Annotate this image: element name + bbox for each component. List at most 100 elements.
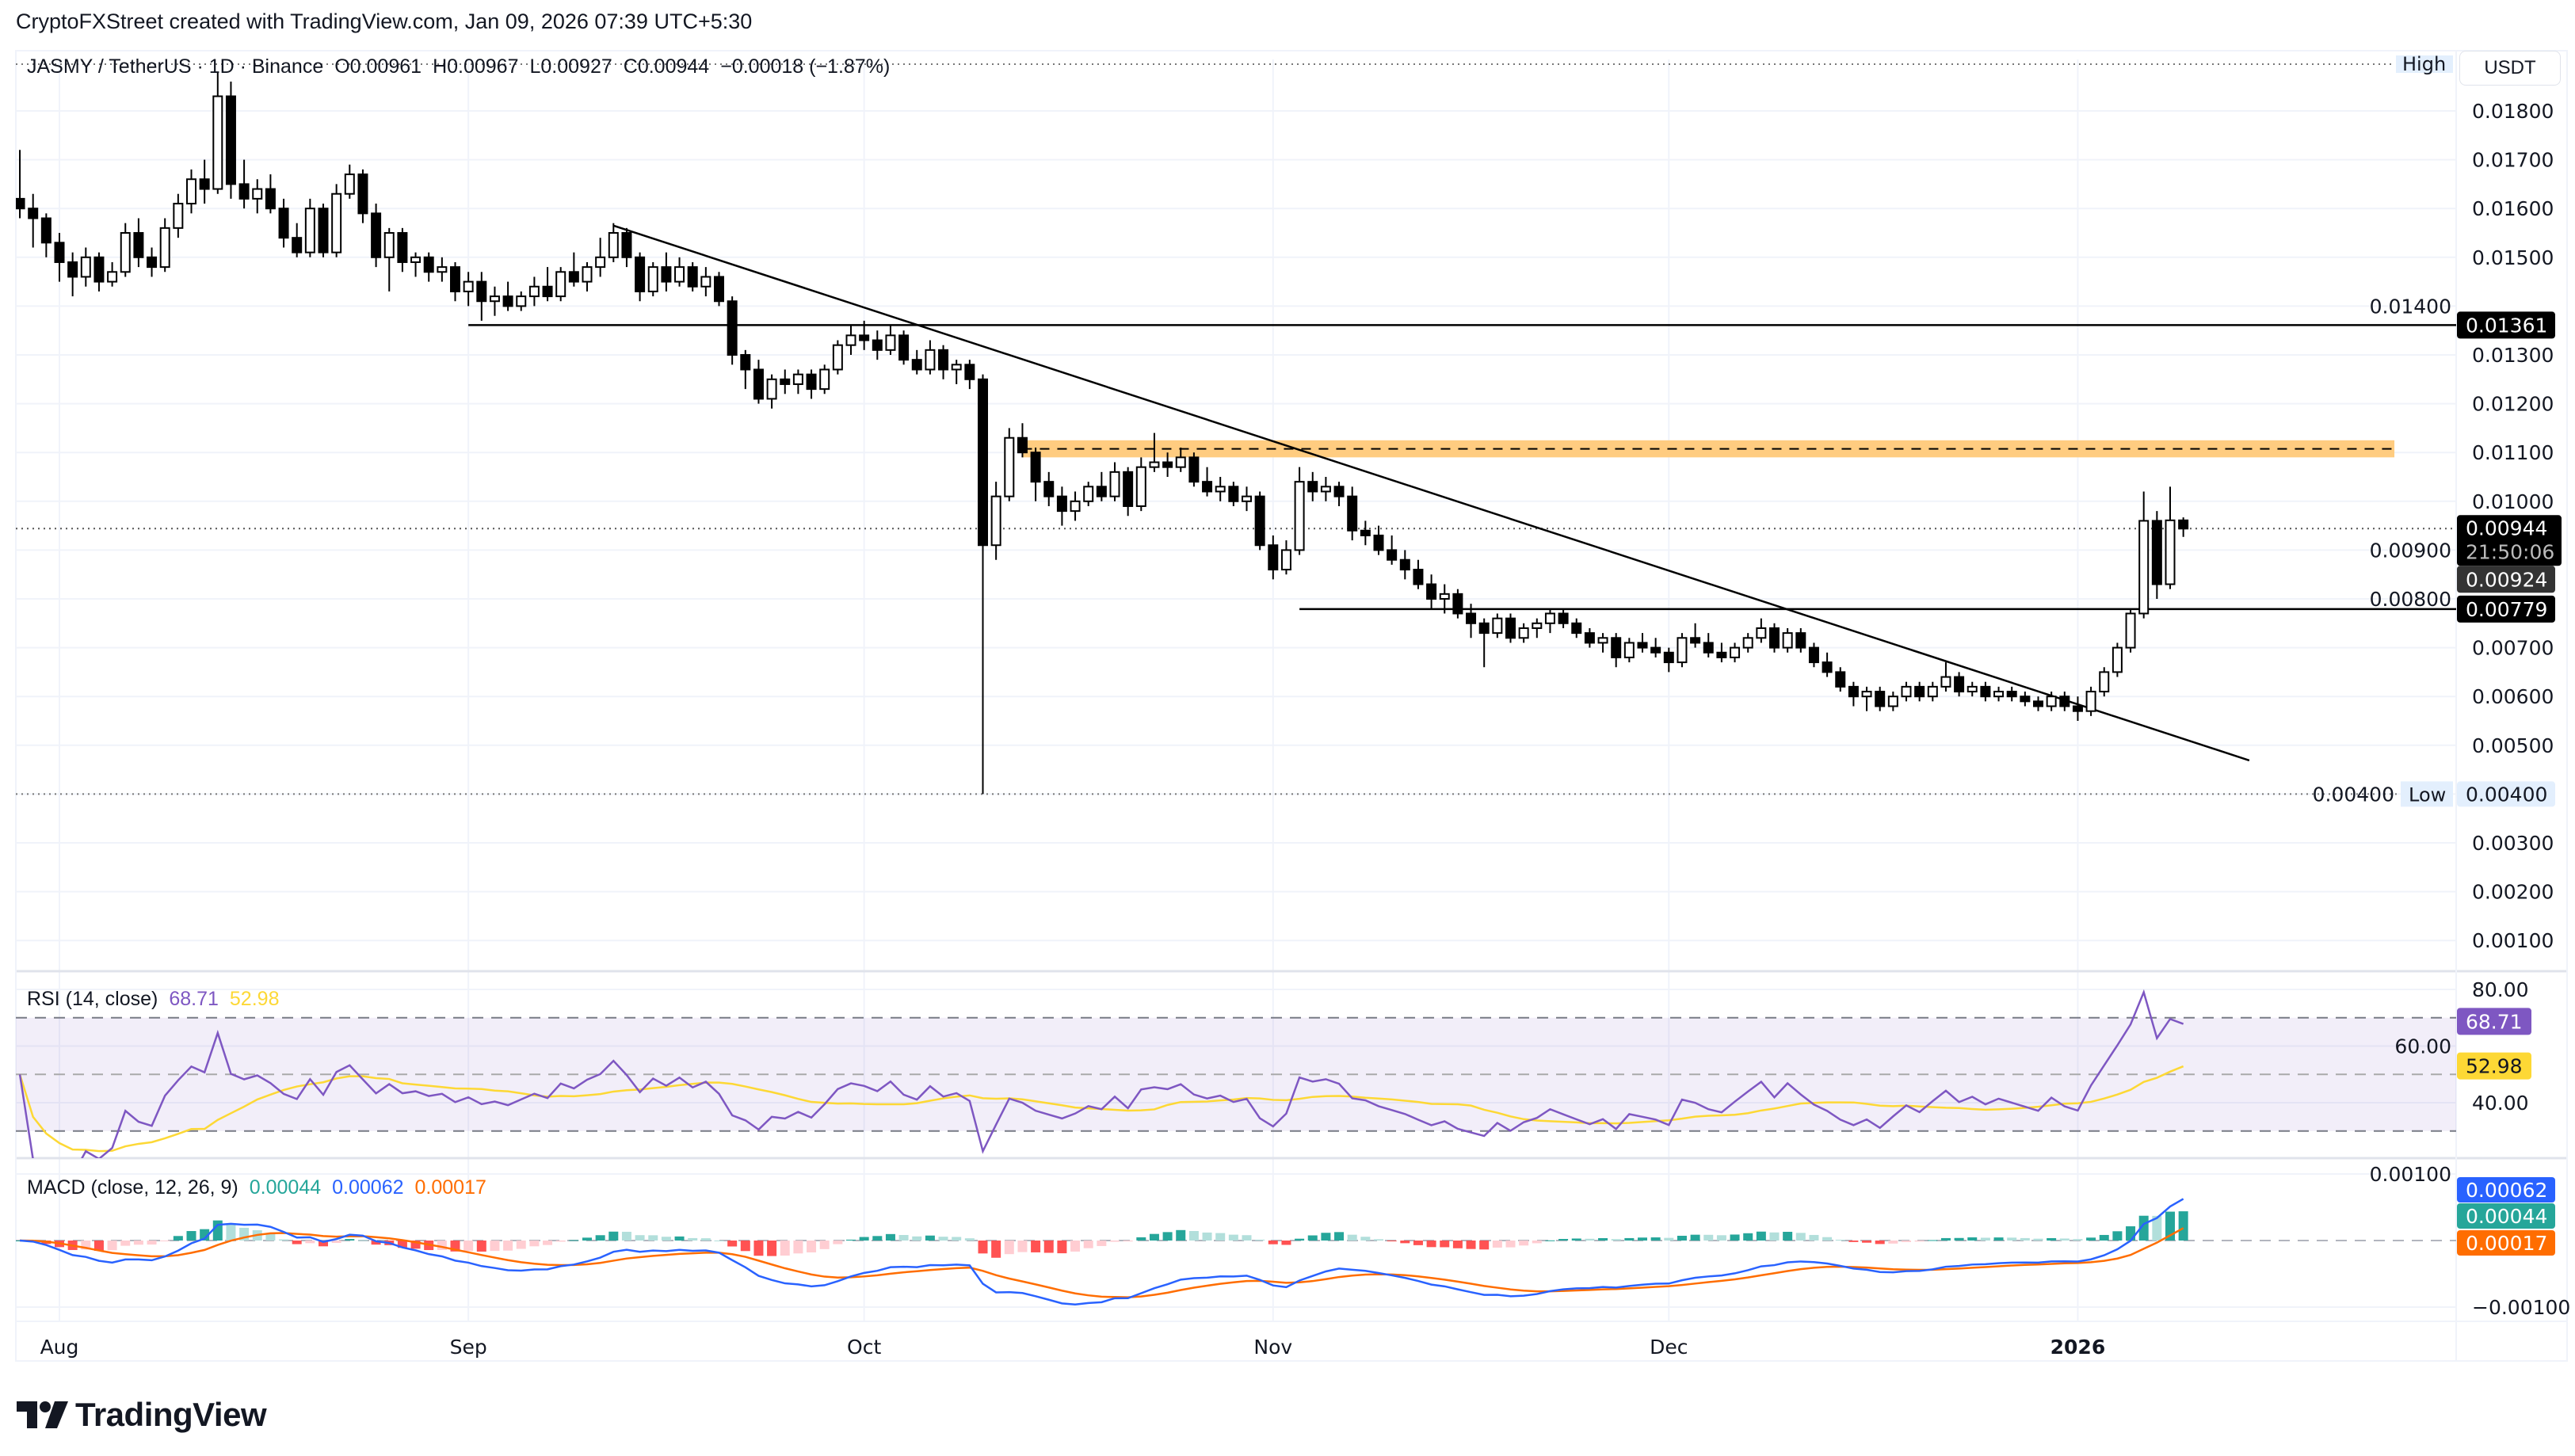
- macd-histogram-bar: [305, 1241, 315, 1244]
- macd-histogram-badge: 0.00044: [2457, 1203, 2555, 1229]
- candle-body: [397, 232, 408, 263]
- bearish-candle: [1413, 559, 1424, 589]
- bullish-candle: [2099, 667, 2110, 697]
- candle-body: [1663, 651, 1674, 664]
- macd-line-badge-background: [2457, 1177, 2555, 1203]
- macd-histogram-bar: [807, 1241, 817, 1252]
- candle-body: [1254, 495, 1265, 547]
- price-tick-label: 0.01600: [2472, 197, 2554, 220]
- macd-histogram-bar: [1703, 1234, 1714, 1241]
- bearish-candle: [278, 198, 289, 248]
- bullish-candle: [845, 326, 856, 355]
- bearish-candle: [1808, 642, 1819, 668]
- candle-body: [278, 208, 289, 239]
- macd-histogram-bar: [2073, 1239, 2083, 1241]
- candle-body: [1677, 637, 1688, 664]
- bearish-candle: [40, 213, 52, 257]
- macd-histogram-bar: [1611, 1239, 1621, 1241]
- macd-legend: MACD (close, 12, 26, 9) 0.00044 0.00062 …: [27, 1176, 486, 1199]
- macd-histogram-bar: [1070, 1241, 1081, 1252]
- rsi-label[interactable]: RSI (14, close): [27, 988, 158, 1010]
- bearish-candle: [806, 369, 817, 399]
- candle-body: [1848, 685, 1859, 698]
- bullish-candle: [595, 238, 606, 277]
- macd-histogram-bar: [1664, 1237, 1674, 1241]
- macd-histogram-bar: [780, 1241, 790, 1256]
- bearish-candle: [423, 252, 434, 282]
- bearish-candle: [1584, 627, 1595, 648]
- bearish-candle: [1795, 627, 1806, 653]
- candle-body: [1875, 691, 1886, 707]
- macd-label[interactable]: MACD (close, 12, 26, 9): [27, 1176, 238, 1199]
- candle-body: [2046, 696, 2057, 707]
- bearish-candle: [225, 82, 236, 199]
- macd-histogram-bar: [859, 1237, 869, 1241]
- bearish-candle: [1399, 550, 1410, 580]
- bearish-candle: [133, 218, 144, 268]
- grid-lines: [16, 59, 2456, 1321]
- candle-body: [700, 276, 711, 288]
- candle-body: [674, 266, 685, 283]
- tradingview-logo[interactable]: TradingView: [17, 1396, 267, 1434]
- bearish-candle: [1478, 618, 1490, 668]
- bullish-candle: [2046, 692, 2057, 711]
- tradingview-logo-text: TradingView: [75, 1396, 267, 1433]
- candle-body: [1782, 632, 1793, 649]
- bearish-candle: [1690, 623, 1701, 648]
- macd-histogram-bar: [688, 1237, 698, 1241]
- secondary-price-badge: 0.00924: [2457, 566, 2555, 593]
- bullish-candle: [1730, 642, 1741, 663]
- candle-body: [93, 256, 105, 283]
- candle-body: [595, 256, 606, 269]
- price-tick-label: 0.01700: [2472, 149, 2554, 172]
- candle-body: [67, 261, 78, 278]
- macd-histogram-bar: [1176, 1229, 1186, 1241]
- candle-body: [437, 266, 448, 273]
- macd-histogram-bar: [648, 1235, 658, 1241]
- candle-body: [555, 271, 566, 298]
- candle-body: [859, 334, 870, 341]
- macd-histogram-bar: [1532, 1241, 1542, 1244]
- macd-histogram-bar: [1004, 1241, 1014, 1255]
- bearish-candle: [1505, 613, 1516, 643]
- symbol-label[interactable]: JASMY / TetherUS · 1D · Binance: [27, 55, 324, 78]
- bullish-candle: [1320, 477, 1331, 501]
- candle-body: [2112, 646, 2123, 673]
- macd-histogram-bar: [437, 1241, 447, 1250]
- low-label: Low: [2409, 783, 2446, 806]
- candle-body: [1571, 622, 1582, 635]
- candle-body: [1505, 617, 1516, 639]
- candle-body: [54, 242, 65, 263]
- candle-body: [516, 295, 527, 307]
- candle-body: [1202, 481, 1213, 493]
- candle-body: [978, 378, 988, 547]
- bullish-candle: [885, 326, 896, 355]
- macd-histogram-bar: [1783, 1231, 1793, 1241]
- low-label-background: [2401, 781, 2453, 807]
- bearish-candle: [2059, 692, 2070, 711]
- time-tick-label: 2026: [2050, 1336, 2106, 1359]
- macd-histogram-bar: [319, 1241, 328, 1247]
- currency-selector[interactable]: USDT: [2459, 51, 2561, 86]
- candle-body: [1769, 627, 1780, 649]
- candle-body: [1466, 612, 1477, 624]
- bearish-candle: [1954, 672, 1965, 697]
- support-price-badge-background: [2457, 595, 2555, 623]
- bullish-candle: [107, 261, 118, 287]
- bearish-candle: [1360, 520, 1371, 546]
- macd-histogram-bar: [595, 1235, 605, 1241]
- macd-histogram-bar: [740, 1241, 750, 1252]
- rsi-value: 68.71: [169, 988, 219, 1010]
- countdown-text: 21:50:06: [2466, 540, 2554, 563]
- candle-body: [147, 256, 158, 269]
- main-pane: [16, 63, 2456, 795]
- macd-histogram-bar: [991, 1241, 1001, 1258]
- macd-histogram-bar: [1862, 1241, 1872, 1243]
- candle-body: [1584, 632, 1595, 644]
- bearish-candle: [1703, 633, 1714, 657]
- bearish-candle: [147, 247, 158, 277]
- tradingview-mark-icon: [17, 1401, 68, 1428]
- macd-histogram-bar: [1638, 1237, 1647, 1241]
- bearish-candle: [1822, 652, 1833, 677]
